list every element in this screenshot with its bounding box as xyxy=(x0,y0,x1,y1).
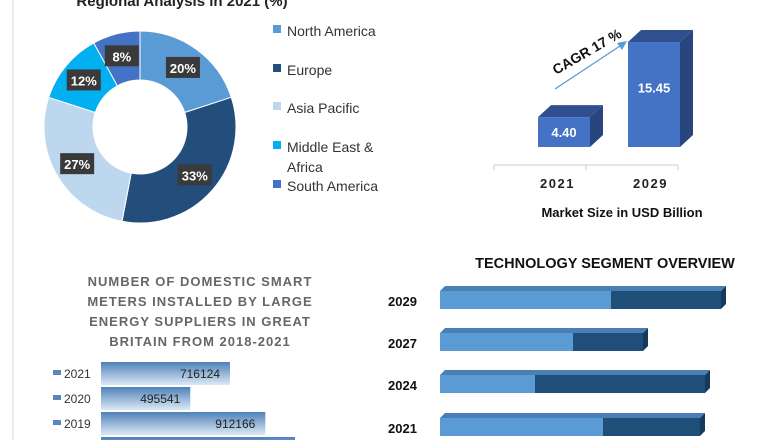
slice-label-box xyxy=(177,164,212,186)
cagr-arrow xyxy=(554,43,624,90)
arrow-head-icon xyxy=(617,41,627,50)
bar-value: 15.45 xyxy=(638,81,671,96)
slice-label: 33% xyxy=(182,168,208,183)
bar-value: 495541 xyxy=(140,392,180,406)
smart-meters-chart: NUMBER OF DOMESTIC SMART METERS INSTALLED… xyxy=(53,274,313,440)
bar-top xyxy=(440,328,648,333)
donut-legend: North America Europe Asia Pacific Middle Ea… xyxy=(273,23,378,194)
bar-2018 xyxy=(101,437,295,440)
legend-swatch xyxy=(273,180,281,188)
bar-2021 xyxy=(538,117,590,147)
bar-top xyxy=(440,286,726,291)
bar-top xyxy=(538,105,603,118)
legend-label: Africa xyxy=(287,159,323,175)
bar-2024-segment-1 xyxy=(440,375,535,393)
bar-2027-segment-2 xyxy=(573,333,643,351)
slice-label-box xyxy=(66,69,101,91)
cagr-label: CAGR 17 % xyxy=(550,25,625,78)
category-label: 2024 xyxy=(388,378,418,393)
x-tick-label: 2021 xyxy=(540,176,575,191)
bar-value: 4.40 xyxy=(551,125,576,140)
slice-label-box xyxy=(165,56,200,78)
bar-2029-segment-2 xyxy=(611,291,721,309)
legend-swatch xyxy=(273,64,281,72)
bar-2021-segment-2 xyxy=(603,418,700,436)
legend-label: Europe xyxy=(287,62,332,78)
bar-2019 xyxy=(101,412,266,435)
bar-2020 xyxy=(101,387,191,410)
bar-value: 716124 xyxy=(180,367,220,381)
bar-2021-segment-1 xyxy=(440,418,603,436)
bar-side xyxy=(700,413,705,436)
category-label: 2019 xyxy=(64,417,91,431)
category-label: 2021 xyxy=(64,367,91,381)
meters-title-line: ENERGY SUPPLIERS IN GREAT xyxy=(89,314,311,329)
slice-label-box xyxy=(60,153,95,175)
market-size-chart: 4.40 2021 15.45 2029 CAGR 17 % Market Size in… xyxy=(493,25,703,220)
meters-title-line: BRITAIN FROM 2018-2021 xyxy=(109,334,290,349)
slice-label: 20% xyxy=(170,61,196,76)
legend-swatch xyxy=(273,25,281,33)
legend-swatch xyxy=(53,395,61,400)
bar-side xyxy=(705,370,710,393)
bar-2029-segment-1 xyxy=(440,291,611,309)
slice-label: 12% xyxy=(71,73,97,88)
technology-segment-chart: 2029 2027 2024 2021 xyxy=(388,286,726,436)
bar-top xyxy=(440,413,705,418)
bar-2024-segment-2 xyxy=(535,375,705,393)
legend-swatch xyxy=(273,141,281,149)
bar-2021 xyxy=(101,362,230,385)
tech-title: TECHNOLOGY SEGMENT OVERVIEW xyxy=(475,256,735,272)
bar-side xyxy=(643,328,648,351)
bar-top xyxy=(628,30,693,42)
donut-title: Regional Analysis in 2021 (%) xyxy=(76,0,287,10)
meters-title-line: METERS INSTALLED BY LARGE xyxy=(87,294,312,309)
category-label: 2021 xyxy=(388,421,417,436)
bar-side xyxy=(590,105,603,147)
bar-2027-segment-1 xyxy=(440,333,573,351)
category-label: 2027 xyxy=(388,336,417,351)
slice-label: 8% xyxy=(112,49,131,64)
category-label: 2020 xyxy=(64,392,91,406)
legend-swatch xyxy=(53,420,61,425)
bar-value: 912166 xyxy=(215,417,255,431)
x-tick-label: 2029 xyxy=(633,176,668,191)
bar-side xyxy=(721,286,726,309)
market-title: Market Size in USD Billion xyxy=(541,205,702,220)
category-label: 2029 xyxy=(388,294,417,309)
legend-label: Asia Pacific xyxy=(287,100,359,116)
bar-top xyxy=(440,370,710,375)
donut-slice xyxy=(121,96,237,224)
legend-label: South America xyxy=(287,178,378,194)
legend-swatch xyxy=(273,102,281,110)
legend-label: Middle East & xyxy=(287,139,374,155)
slice-label-box xyxy=(104,45,139,67)
legend-label: North America xyxy=(287,23,376,39)
bar-side xyxy=(680,30,693,147)
bar-2029 xyxy=(628,42,680,147)
legend-swatch xyxy=(53,370,61,375)
regional-donut-chart: 20% 33% 27% 12% 8% xyxy=(43,30,237,224)
meters-title-line: NUMBER OF DOMESTIC SMART xyxy=(88,274,313,289)
slice-label: 27% xyxy=(64,157,90,172)
